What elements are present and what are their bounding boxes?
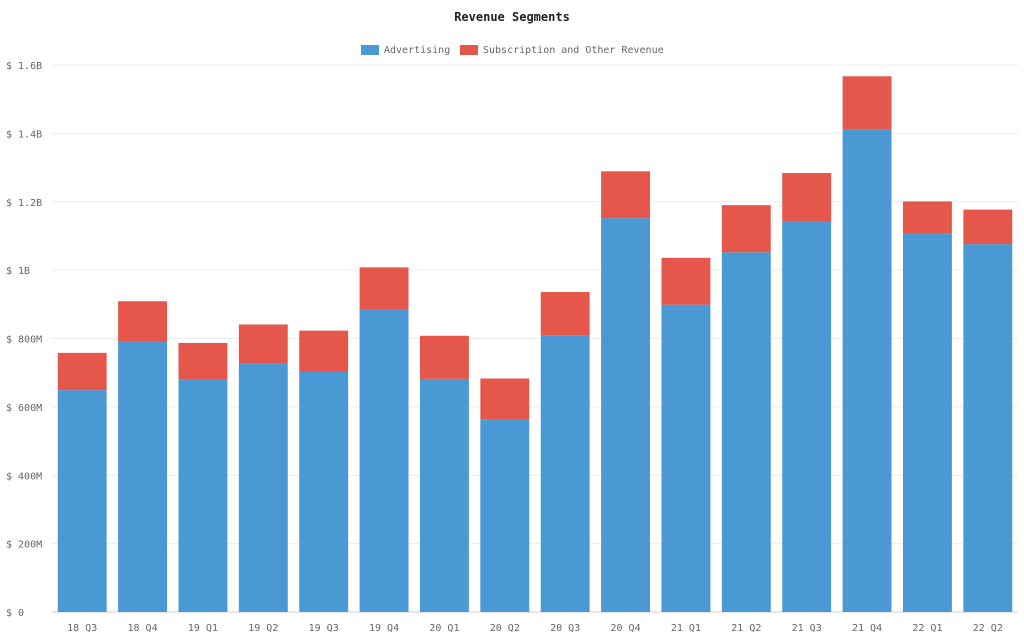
bar-subscription-other xyxy=(480,378,530,420)
y-tick-label: $ 1.6B xyxy=(6,61,42,72)
bar-advertising xyxy=(782,221,832,612)
bar-subscription-other xyxy=(238,324,288,364)
x-tick-label: 20 Q4 xyxy=(611,623,641,634)
bar-advertising xyxy=(842,129,892,612)
y-tick-label: $ 1.2B xyxy=(6,198,42,209)
bar-subscription-other xyxy=(842,76,892,130)
bar-advertising xyxy=(57,390,107,612)
x-tick-label: 20 Q1 xyxy=(429,623,459,634)
legend-label: Advertising xyxy=(384,45,450,56)
bar-subscription-other xyxy=(57,352,107,391)
bar-advertising xyxy=(419,378,469,612)
x-tick-label: 18 Q4 xyxy=(128,623,158,634)
bar-advertising xyxy=(238,363,288,612)
legend-label: Subscription and Other Revenue xyxy=(483,45,664,56)
x-axis: 18 Q3 18 Q4 19 Q1 19 Q2 19 Q3 19 Q4 20 Q1 20 Q2… xyxy=(67,623,1003,634)
bar-advertising xyxy=(299,372,349,612)
x-tick-label: 19 Q1 xyxy=(188,623,218,634)
bar-subscription-other xyxy=(782,173,832,222)
bar-advertising xyxy=(963,244,1013,612)
bar-subscription-other xyxy=(419,335,469,379)
x-tick-label: 20 Q3 xyxy=(550,623,580,634)
y-tick-label: $ 1B xyxy=(6,266,30,277)
bar-advertising xyxy=(661,304,711,612)
y-tick-label: $ 200M xyxy=(6,540,42,551)
y-axis: $ 0 $ 200M $ 400M $ 600M $ 800M $ 1B $ 1.2B $ 1… xyxy=(6,61,42,619)
x-tick-label: 19 Q4 xyxy=(369,623,399,634)
bar-advertising xyxy=(601,218,651,612)
bar-advertising xyxy=(540,335,590,612)
bars xyxy=(57,76,1013,613)
x-tick-label: 21 Q3 xyxy=(792,623,822,634)
bar-subscription-other xyxy=(118,301,168,342)
x-tick-label: 19 Q2 xyxy=(248,623,278,634)
x-tick-label: 18 Q3 xyxy=(67,623,97,634)
y-tick-label: $ 1.4B xyxy=(6,129,42,140)
bar-advertising xyxy=(118,341,168,612)
y-tick-label: $ 600M xyxy=(6,403,42,414)
x-tick-label: 20 Q2 xyxy=(490,623,520,634)
bar-advertising xyxy=(721,252,771,612)
bar-advertising xyxy=(178,379,228,612)
bar-subscription-other xyxy=(601,171,651,219)
bar-advertising xyxy=(902,233,952,613)
bar-subscription-other xyxy=(661,257,711,305)
legend-swatch xyxy=(460,45,478,55)
x-tick-label: 21 Q2 xyxy=(731,623,761,634)
legend: Advertising Subscription and Other Revenu… xyxy=(361,45,664,56)
x-tick-label: 19 Q3 xyxy=(309,623,339,634)
y-tick-label: $ 800M xyxy=(6,335,42,346)
bar-advertising xyxy=(359,309,409,612)
y-tick-label: $ 400M xyxy=(6,471,42,482)
x-tick-label: 22 Q2 xyxy=(973,623,1003,634)
chart-title: Revenue Segments xyxy=(454,10,570,24)
bar-subscription-other xyxy=(359,267,409,310)
x-tick-label: 21 Q4 xyxy=(852,623,882,634)
bar-subscription-other xyxy=(178,342,228,380)
bar-subscription-other xyxy=(540,292,590,336)
bar-advertising xyxy=(480,419,530,612)
legend-swatch xyxy=(361,45,379,55)
x-tick-label: 21 Q1 xyxy=(671,623,701,634)
x-tick-label: 22 Q1 xyxy=(912,623,942,634)
bar-subscription-other xyxy=(902,201,952,234)
bar-subscription-other xyxy=(963,209,1013,245)
bar-subscription-other xyxy=(721,205,771,253)
bar-subscription-other xyxy=(299,330,349,373)
y-tick-label: $ 0 xyxy=(6,608,24,619)
